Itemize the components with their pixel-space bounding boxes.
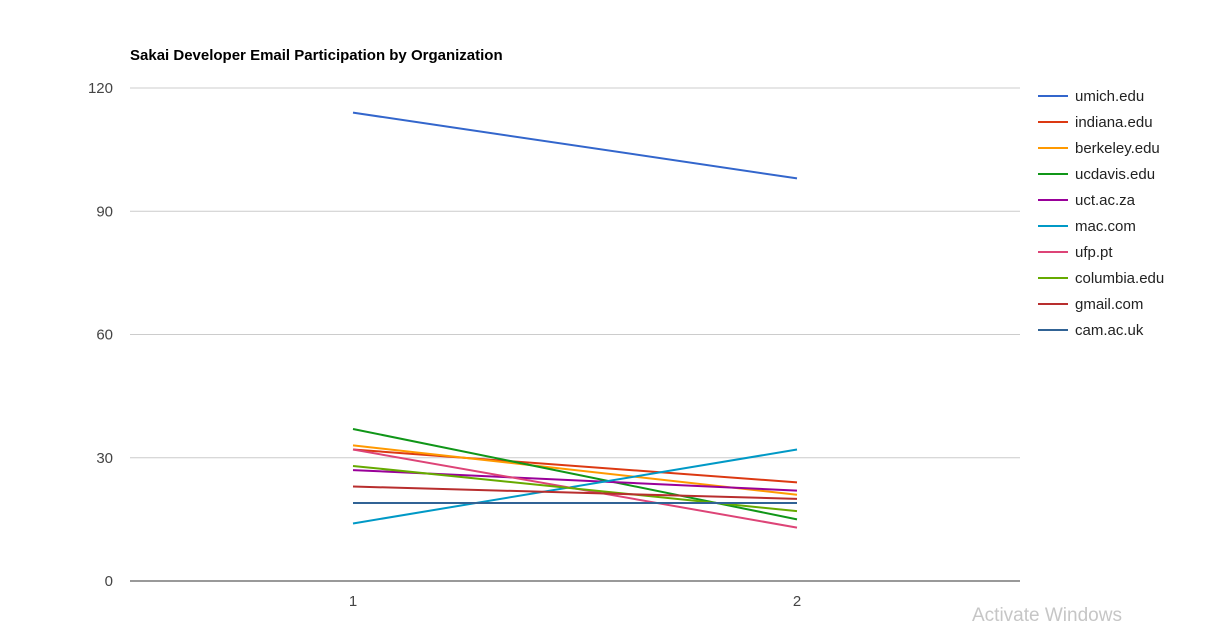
legend-label: ucdavis.edu [1075, 166, 1155, 183]
series-line-gmail-com [352, 485, 798, 500]
series-line-umich-edu [352, 111, 798, 180]
y-axis-ticks: 0 30 60 90 120 [88, 80, 113, 590]
gridlines [130, 87, 1020, 582]
legend-label: berkeley.edu [1075, 140, 1160, 157]
legend-label: columbia.edu [1075, 270, 1164, 287]
y-tick-label: 120 [88, 80, 113, 97]
series-line-mac-com [352, 448, 798, 525]
legend-label: umich.edu [1075, 88, 1144, 105]
legend-label: cam.ac.uk [1075, 322, 1144, 339]
legend-label: ufp.pt [1075, 244, 1113, 261]
chart-title: Sakai Developer Email Participation by O… [130, 47, 503, 64]
series-line-indiana-edu [352, 448, 798, 484]
legend: umich.edu indiana.edu berkeley.edu ucdavis.… [1038, 88, 1164, 339]
y-tick-label: 0 [105, 573, 113, 590]
legend-label: mac.com [1075, 218, 1136, 235]
x-tick-label: 1 [349, 593, 357, 610]
activate-windows-watermark: Activate Windows [972, 605, 1122, 626]
legend-label: indiana.edu [1075, 114, 1153, 131]
legend-label: uct.ac.za [1075, 192, 1136, 209]
y-tick-label: 60 [96, 327, 113, 344]
series-line-ucdavis-edu [352, 428, 798, 521]
series-lines [352, 111, 798, 529]
legend-label: gmail.com [1075, 296, 1143, 313]
y-tick-label: 90 [96, 203, 113, 220]
x-tick-label: 2 [793, 593, 801, 610]
y-tick-label: 30 [96, 450, 113, 467]
